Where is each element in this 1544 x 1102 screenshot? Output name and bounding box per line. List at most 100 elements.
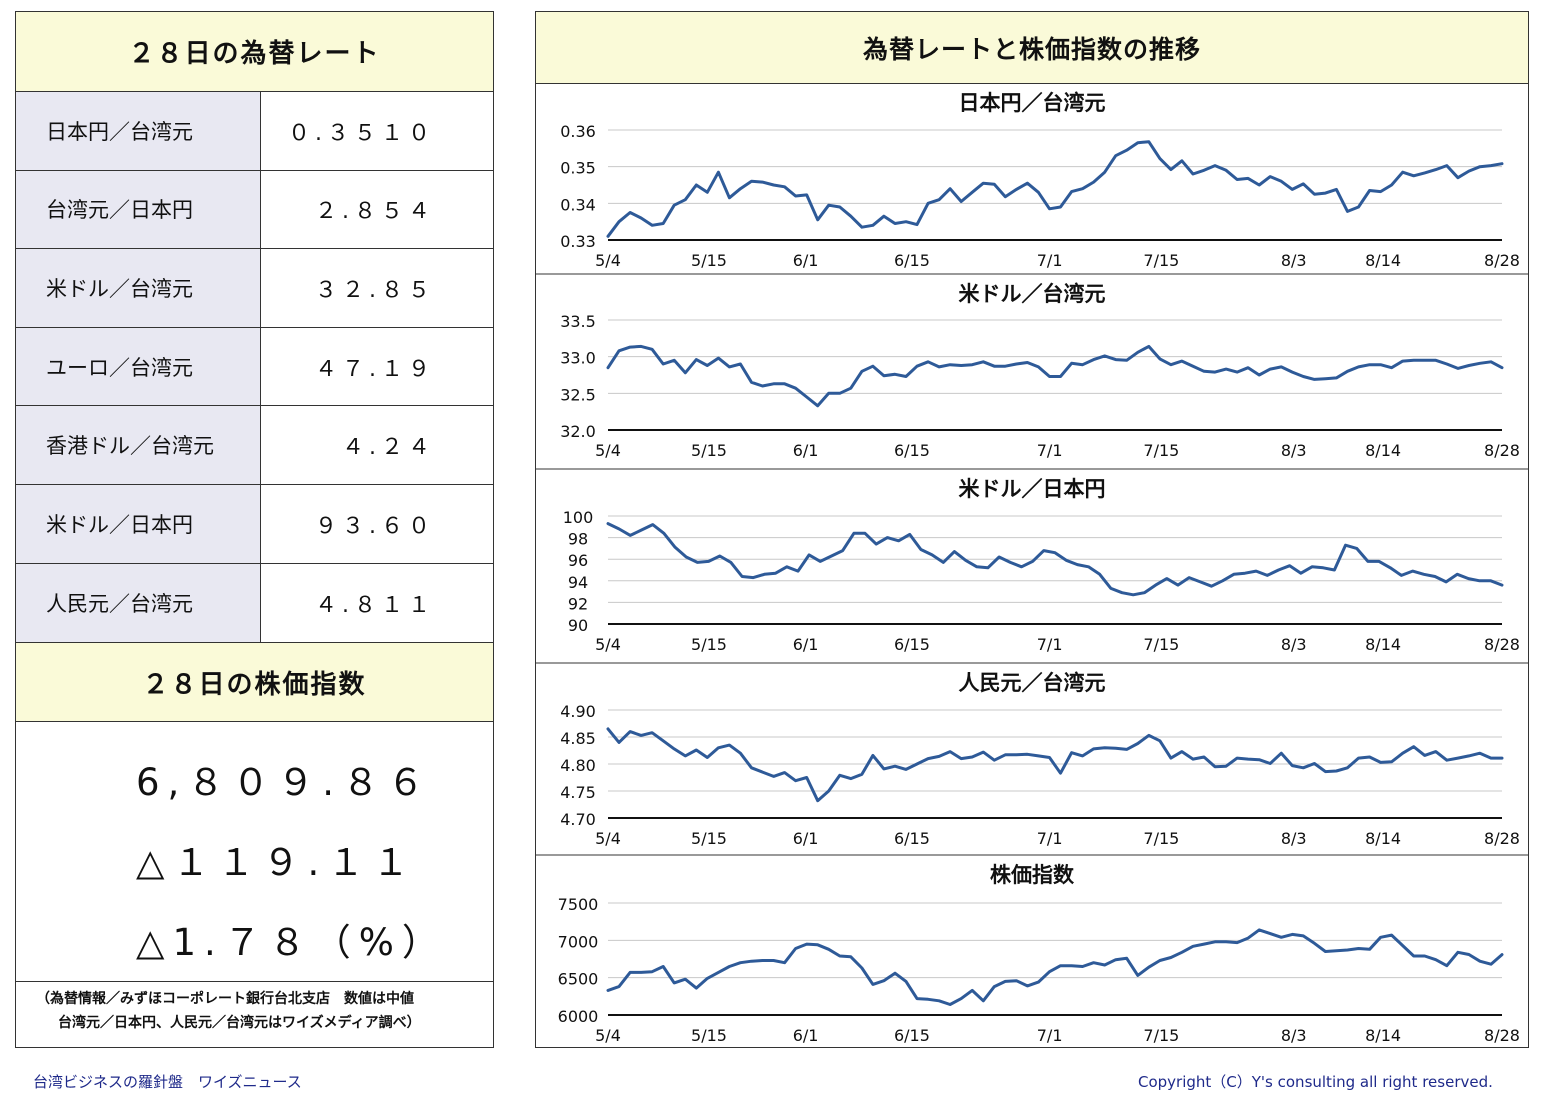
y-tick-label: 6000	[558, 1007, 599, 1026]
y-tick-label: 4.70	[560, 810, 596, 829]
stock-title: ２８日の株価指数	[16, 642, 493, 722]
rate-name: 香港ドル／台湾元	[16, 406, 261, 484]
rate-name: 米ドル／台湾元	[16, 249, 261, 327]
rates-table: 日本円／台湾元 ０.３５１０ 台湾元／日本円 ２.８５４ 米ドル／台湾元 ３２.…	[16, 92, 493, 643]
stock-box: 6,８０９.８６ △１１９.１１ △1.７８（%）	[16, 722, 493, 982]
x-tick-label: 8/14	[1365, 441, 1401, 460]
x-tick-label: 6/1	[793, 1026, 819, 1045]
rate-value: ４.２４	[342, 435, 435, 461]
x-tick-label: 5/15	[691, 441, 727, 460]
x-tick-label: 6/15	[894, 829, 930, 848]
x-tick-label: 6/15	[894, 441, 930, 460]
rate-name: 人民元／台湾元	[16, 563, 261, 643]
y-tick-label: 4.80	[560, 756, 596, 775]
x-tick-label: 6/1	[793, 251, 819, 270]
x-tick-label: 5/4	[595, 829, 621, 848]
x-tick-label: 5/4	[595, 251, 621, 270]
y-tick-label: 94	[568, 573, 588, 592]
x-tick-label: 8/14	[1365, 829, 1401, 848]
x-tick-label: 6/15	[894, 251, 930, 270]
stock-percent-value: △1.７８（%）	[136, 921, 447, 964]
rate-row: 米ドル／台湾元 ３２.８５	[16, 249, 493, 328]
chart-title: 人民元／台湾元	[959, 671, 1106, 695]
chart-title: 米ドル／台湾元	[959, 282, 1106, 306]
x-tick-label: 5/15	[691, 635, 727, 654]
rate-name: 台湾元／日本円	[16, 170, 261, 249]
x-tick-label: 7/15	[1143, 635, 1179, 654]
source-note-line1: （為替情報／みずほコーポレート銀行台北支店 数値は中値	[36, 991, 414, 1007]
y-tick-label: 32.0	[560, 422, 596, 441]
rate-value: ０.３５１０	[288, 120, 435, 146]
rate-name: 日本円／台湾元	[16, 92, 261, 170]
y-tick-label: 0.35	[560, 159, 596, 178]
rate-value: ２.８５４	[315, 199, 435, 225]
x-tick-label: 7/1	[1037, 1026, 1063, 1045]
y-tick-label: 0.33	[560, 232, 596, 251]
rate-value: ４７.１９	[315, 356, 435, 382]
y-tick-label: 33.0	[560, 349, 596, 368]
stock-index-value: 6,８０９.８６	[136, 761, 433, 804]
rate-row: 米ドル／日本円 ９３.６０	[16, 484, 493, 564]
source-note: （為替情報／みずほコーポレート銀行台北支店 数値は中値 台湾元／日本円、人民元／…	[16, 987, 493, 1035]
x-tick-label: 5/15	[691, 1026, 727, 1045]
y-tick-label: 7500	[558, 895, 599, 914]
series-line	[606, 928, 1504, 1006]
series-line	[606, 727, 1504, 803]
series-line	[606, 522, 1504, 597]
series-line	[606, 140, 1504, 238]
x-tick-label: 8/28	[1484, 635, 1520, 654]
x-tick-label: 8/3	[1281, 829, 1307, 848]
x-tick-label: 5/4	[595, 635, 621, 654]
y-tick-label: 98	[568, 530, 588, 549]
footer-brand: 台湾ビジネスの羅針盤 ワイズニュース	[33, 1073, 302, 1091]
stock-change-value: △１１９.１１	[136, 841, 418, 884]
x-tick-label: 7/15	[1143, 251, 1179, 270]
rate-name: 米ドル／日本円	[16, 484, 261, 563]
source-note-line2: 台湾元／日本円、人民元／台湾元はワイズメディア調べ）	[58, 1015, 421, 1031]
chart-title: 米ドル／日本円	[959, 477, 1106, 501]
x-tick-label: 7/15	[1143, 441, 1179, 460]
x-tick-label: 6/1	[793, 829, 819, 848]
chart-title: 日本円／台湾元	[959, 91, 1106, 115]
x-tick-label: 8/14	[1365, 635, 1401, 654]
x-tick-label: 6/1	[793, 635, 819, 654]
x-tick-label: 7/1	[1037, 635, 1063, 654]
charts-title: 為替レートと株価指数の推移	[536, 12, 1528, 84]
rate-row: 香港ドル／台湾元 ４.２４	[16, 406, 493, 485]
series-line	[606, 344, 1504, 408]
rate-row: ユーロ／台湾元 ４７.１９	[16, 327, 493, 407]
rates-title: ２８日の為替レート	[16, 12, 493, 92]
y-tick-label: 6500	[558, 970, 599, 989]
chart-title: 株価指数	[990, 863, 1075, 887]
x-tick-label: 8/14	[1365, 251, 1401, 270]
y-tick-label: 4.90	[560, 702, 596, 721]
y-tick-label: 4.75	[560, 783, 596, 802]
rate-name: ユーロ／台湾元	[16, 327, 261, 406]
y-tick-label: 90	[568, 616, 588, 635]
y-tick-label: 96	[568, 551, 588, 570]
x-tick-label: 8/28	[1484, 829, 1520, 848]
x-tick-label: 8/28	[1484, 441, 1520, 460]
x-tick-label: 5/15	[691, 251, 727, 270]
charts-svg: 日本円／台湾元 0.33 0.34 0.35 0.36 5/4 5/15 6/1 6/15 7/1…	[536, 91, 1528, 1045]
x-tick-label: 8/3	[1281, 635, 1307, 654]
x-tick-label: 8/14	[1365, 1026, 1401, 1045]
x-tick-label: 8/3	[1281, 251, 1307, 270]
x-tick-label: 6/1	[793, 441, 819, 460]
footer-copyright: Copyright（C）Y's consulting all right res…	[1138, 1073, 1493, 1091]
x-tick-label: 5/4	[595, 1026, 621, 1045]
x-tick-label: 7/15	[1143, 829, 1179, 848]
y-tick-label: 0.36	[560, 122, 596, 141]
x-tick-label: 5/4	[595, 441, 621, 460]
rate-value: ９３.６０	[315, 513, 435, 539]
x-tick-label: 7/1	[1037, 251, 1063, 270]
rate-value: ３２.８５	[315, 277, 435, 303]
rates-panel: ２８日の為替レート 日本円／台湾元 ０.３５１０ 台湾元／日本円 ２.８５４ 米…	[15, 11, 494, 1048]
x-tick-label: 6/15	[894, 1026, 930, 1045]
y-tick-label: 7000	[558, 932, 599, 951]
y-tick-label: 100	[563, 508, 594, 527]
x-tick-label: 8/3	[1281, 441, 1307, 460]
rate-value: ４.８１１	[315, 592, 435, 618]
x-tick-label: 5/15	[691, 829, 727, 848]
rate-row: 人民元／台湾元 ４.８１１	[16, 563, 493, 643]
